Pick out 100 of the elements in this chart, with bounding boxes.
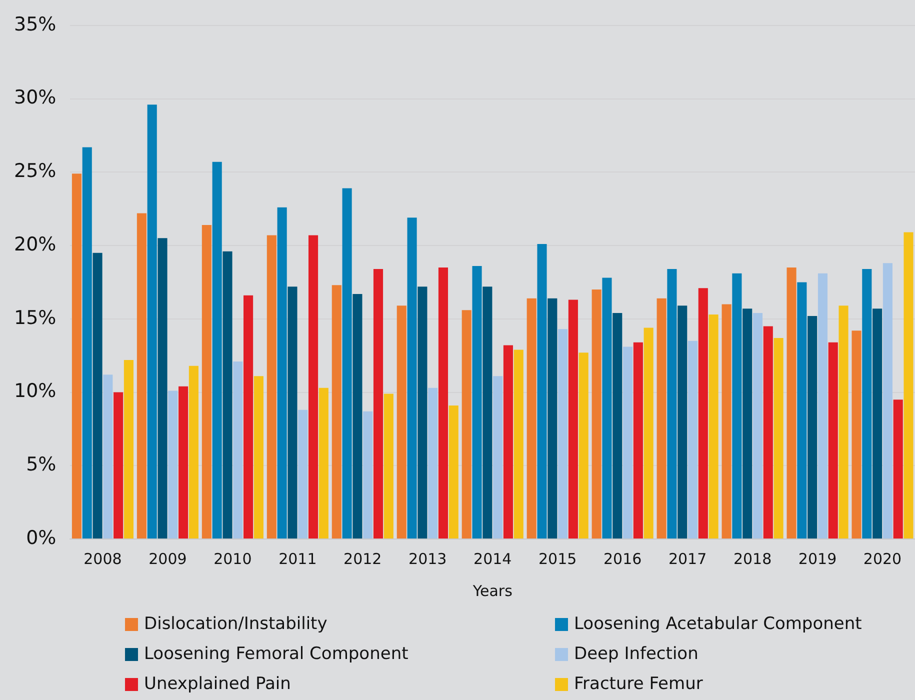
bar [838, 306, 848, 538]
bar [92, 252, 102, 538]
bar [188, 366, 198, 538]
bar [363, 411, 373, 538]
y-tick-label: 15% [14, 306, 56, 329]
bar [114, 392, 124, 538]
bar [254, 376, 264, 538]
x-tick-label: 2019 [798, 550, 837, 568]
bar [136, 213, 146, 538]
bar [503, 345, 513, 538]
bar [592, 290, 602, 538]
bar [763, 326, 773, 538]
bar [818, 273, 828, 538]
bar [656, 298, 666, 538]
x-tick-label: 2012 [344, 550, 382, 568]
legend-label: Deep Infection [574, 644, 698, 664]
bar [678, 306, 688, 538]
bar [698, 288, 708, 538]
legend-label: Unexplained Pain [144, 674, 291, 694]
bar [332, 285, 342, 538]
bar [418, 286, 428, 538]
x-tick-label: 2010 [214, 550, 252, 568]
bar [882, 263, 892, 538]
bar [893, 400, 903, 538]
bar [633, 342, 643, 538]
bar [667, 268, 677, 538]
bar [202, 224, 212, 538]
bar [862, 268, 872, 538]
bar [222, 251, 232, 538]
bar [612, 313, 622, 538]
bar [342, 188, 352, 538]
bar [178, 386, 188, 538]
bar [514, 350, 524, 538]
y-tick-label: 20% [14, 233, 56, 256]
bar [212, 162, 222, 538]
bar [602, 278, 612, 538]
bar [644, 328, 654, 538]
bar [158, 238, 168, 538]
legend-label: Loosening Acetabular Component [574, 614, 862, 634]
bar [428, 388, 438, 538]
bar [548, 298, 558, 538]
y-tick-label: 25% [14, 160, 56, 182]
bar [797, 282, 807, 538]
bar [124, 360, 134, 538]
bar [266, 235, 276, 538]
x-tick-label: 2009 [148, 550, 187, 568]
bar [448, 405, 458, 538]
x-tick-label: 2014 [474, 550, 512, 568]
bar [578, 352, 588, 538]
bar [708, 314, 718, 538]
bar [82, 147, 92, 538]
bar [472, 266, 482, 538]
y-tick-label: 30% [14, 86, 56, 109]
bar [318, 388, 328, 538]
bar [352, 294, 362, 538]
bar [904, 232, 914, 538]
bar [384, 394, 394, 538]
bar [752, 313, 763, 538]
bar [103, 374, 113, 538]
y-tick-label: 5% [26, 454, 56, 476]
bar [462, 310, 472, 538]
x-tick-label: 2017 [668, 550, 707, 568]
bar [732, 273, 742, 538]
bar [526, 298, 536, 538]
bar [308, 235, 318, 538]
bar [808, 316, 818, 538]
bar [537, 244, 547, 538]
x-tick-label: 2015 [538, 550, 577, 568]
bar [742, 308, 752, 538]
legend-label: Loosening Femoral Component [144, 644, 408, 664]
bar [688, 340, 698, 538]
x-axis-title: Years [472, 582, 513, 600]
bar [244, 295, 254, 538]
bar [373, 268, 384, 538]
bar [277, 207, 287, 538]
bar [722, 304, 732, 538]
y-tick-label: 0% [26, 526, 56, 549]
x-tick-label: 2018 [733, 550, 772, 568]
bar [288, 286, 298, 538]
bar [482, 286, 492, 538]
bar [568, 300, 578, 538]
bar [774, 338, 784, 538]
bar [493, 376, 503, 538]
bar [298, 410, 308, 538]
bar [407, 218, 417, 538]
x-tick-label: 2008 [84, 550, 122, 568]
bar [396, 306, 406, 538]
bar [622, 346, 633, 538]
bar [828, 342, 838, 538]
legend-label: Fracture Femur [574, 674, 703, 694]
bar [72, 174, 82, 538]
x-tick-label: 2013 [408, 550, 447, 568]
bar [438, 268, 448, 538]
y-tick-label: 35% [14, 13, 56, 36]
bar [147, 104, 157, 538]
bar [852, 330, 862, 538]
bar [233, 361, 243, 538]
bar [168, 390, 178, 538]
bar [558, 329, 568, 538]
x-tick-label: 2011 [278, 550, 317, 568]
